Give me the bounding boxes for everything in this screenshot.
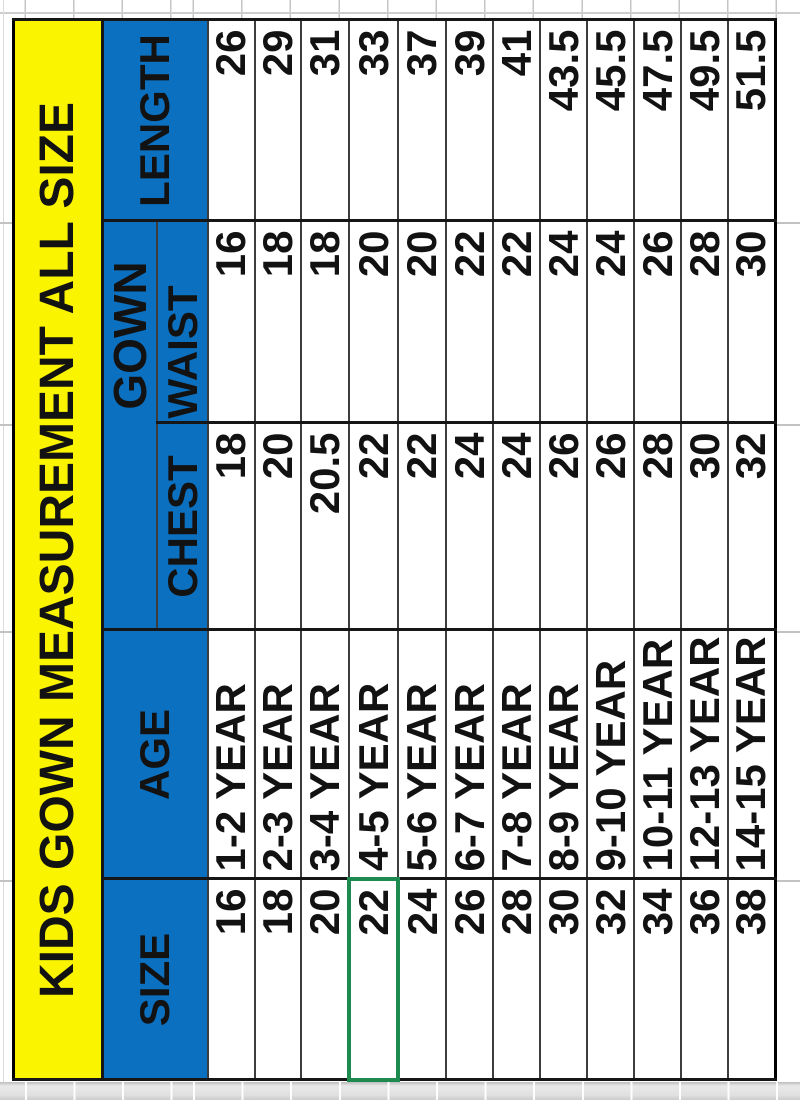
table-row: 28 7-8 YEAR 24 22 41 xyxy=(493,19,541,1080)
length-cell[interactable]: 33 xyxy=(349,19,399,221)
size-cell[interactable]: 20 xyxy=(301,879,350,1080)
table-row: 22 4-5 YEAR 22 20 33 xyxy=(349,19,399,1080)
table-row: 16 1-2 YEAR 18 16 26 xyxy=(207,19,255,1080)
waist-cell[interactable]: 30 xyxy=(727,221,776,423)
table-row: 34 10-11 YEAR 28 26 47.5 xyxy=(634,19,682,1080)
waist-cell[interactable]: 24 xyxy=(540,221,588,423)
chest-cell[interactable]: 30 xyxy=(681,423,728,630)
gridline xyxy=(777,631,800,633)
age-cell[interactable]: 9-10 YEAR xyxy=(587,630,635,879)
length-cell[interactable]: 31 xyxy=(301,19,350,221)
age-cell[interactable]: 2-3 YEAR xyxy=(254,630,302,879)
sheet-title-cell[interactable]: KIDS GOWN MEASUREMENT ALL SIZE xyxy=(13,19,102,1080)
chest-cell[interactable]: 20 xyxy=(254,423,302,630)
length-cell[interactable]: 41 xyxy=(493,19,541,221)
gridline xyxy=(777,424,800,426)
size-cell[interactable]: 36 xyxy=(681,879,728,1080)
rotated-sheet-area: KIDS GOWN MEASUREMENT ALL SIZE SIZE AGE … xyxy=(12,18,777,1082)
table-row: 36 12-13 YEAR 30 28 49.5 xyxy=(681,19,728,1080)
header-length[interactable]: LENGTH xyxy=(102,19,208,221)
size-cell[interactable]: 32 xyxy=(587,879,635,1080)
table-row: 38 14-15 YEAR 32 30 51.5 xyxy=(727,19,776,1080)
gridline xyxy=(0,12,800,14)
chest-cell[interactable]: 26 xyxy=(587,423,635,630)
size-cell[interactable]: 24 xyxy=(398,879,447,1080)
header-gown[interactable]: GOWN xyxy=(102,221,158,630)
age-cell[interactable]: 12-13 YEAR xyxy=(681,630,728,879)
waist-cell[interactable]: 22 xyxy=(446,221,494,423)
chest-cell[interactable]: 26 xyxy=(540,423,588,630)
age-cell[interactable]: 5-6 YEAR xyxy=(398,630,447,879)
chest-cell[interactable]: 22 xyxy=(398,423,447,630)
measurement-table: KIDS GOWN MEASUREMENT ALL SIZE SIZE AGE … xyxy=(12,18,777,1082)
chest-cell[interactable]: 28 xyxy=(634,423,682,630)
gridline xyxy=(0,880,12,882)
table-row: 30 8-9 YEAR 26 24 43.5 xyxy=(540,19,588,1080)
header-size[interactable]: SIZE xyxy=(102,879,208,1080)
table-row: 24 5-6 YEAR 22 20 37 xyxy=(398,19,447,1080)
chest-cell[interactable]: 18 xyxy=(207,423,255,630)
gridline xyxy=(3,0,4,1082)
waist-cell[interactable]: 26 xyxy=(634,221,682,423)
size-cell[interactable]: 34 xyxy=(634,879,682,1080)
size-cell[interactable]: 28 xyxy=(493,879,541,1080)
length-cell[interactable]: 45.5 xyxy=(587,19,635,221)
gridline xyxy=(0,631,12,633)
header-gown-label: GOWN xyxy=(103,261,156,410)
size-cell[interactable]: 22 xyxy=(349,879,399,1080)
size-cell[interactable]: 16 xyxy=(207,879,255,1080)
table-row: 18 2-3 YEAR 20 18 29 xyxy=(254,19,302,1080)
age-cell[interactable]: 3-4 YEAR xyxy=(301,630,350,879)
table-row: 32 9-10 YEAR 26 24 45.5 xyxy=(587,19,635,1080)
age-cell[interactable]: 1-2 YEAR xyxy=(207,630,255,879)
length-cell[interactable]: 39 xyxy=(446,19,494,221)
age-cell[interactable]: 7-8 YEAR xyxy=(493,630,541,879)
waist-cell[interactable]: 24 xyxy=(587,221,635,423)
header-waist-label: WAIST xyxy=(158,285,206,419)
gridline xyxy=(777,880,800,882)
header-waist[interactable]: WAIST xyxy=(157,221,208,423)
age-cell[interactable]: 10-11 YEAR xyxy=(634,630,682,879)
waist-cell[interactable]: 28 xyxy=(681,221,728,423)
chest-cell[interactable]: 24 xyxy=(446,423,494,630)
header-age[interactable]: AGE xyxy=(102,630,208,879)
waist-cell[interactable]: 18 xyxy=(301,221,350,423)
chest-cell[interactable]: 24 xyxy=(493,423,541,630)
gridline xyxy=(0,222,12,224)
row-header-gutter xyxy=(0,1082,800,1100)
waist-cell[interactable]: 18 xyxy=(254,221,302,423)
table-row: 20 3-4 YEAR 20.5 18 31 xyxy=(301,19,350,1080)
header-chest[interactable]: CHEST xyxy=(157,423,208,630)
table-row: 26 6-7 YEAR 24 22 39 xyxy=(446,19,494,1080)
length-cell[interactable]: 29 xyxy=(254,19,302,221)
age-cell[interactable]: 6-7 YEAR xyxy=(446,630,494,879)
waist-cell[interactable]: 22 xyxy=(493,221,541,423)
length-cell[interactable]: 26 xyxy=(207,19,255,221)
waist-cell[interactable]: 20 xyxy=(349,221,399,423)
chest-cell[interactable]: 32 xyxy=(727,423,776,630)
waist-cell[interactable]: 20 xyxy=(398,221,447,423)
length-cell[interactable]: 49.5 xyxy=(681,19,728,221)
length-cell[interactable]: 43.5 xyxy=(540,19,588,221)
waist-cell[interactable]: 16 xyxy=(207,221,255,423)
size-cell[interactable]: 30 xyxy=(540,879,588,1080)
length-cell[interactable]: 47.5 xyxy=(634,19,682,221)
length-cell[interactable]: 37 xyxy=(398,19,447,221)
chest-cell[interactable]: 22 xyxy=(349,423,399,630)
size-cell[interactable]: 26 xyxy=(446,879,494,1080)
length-cell[interactable]: 51.5 xyxy=(727,19,776,221)
age-cell[interactable]: 4-5 YEAR xyxy=(349,630,399,879)
size-cell[interactable]: 38 xyxy=(727,879,776,1080)
chest-cell[interactable]: 20.5 xyxy=(301,423,350,630)
size-cell[interactable]: 18 xyxy=(254,879,302,1080)
age-cell[interactable]: 14-15 YEAR xyxy=(727,630,776,879)
gridline xyxy=(0,424,12,426)
gridline xyxy=(777,222,800,224)
age-cell[interactable]: 8-9 YEAR xyxy=(540,630,588,879)
top-margin-gridlines xyxy=(0,0,800,22)
